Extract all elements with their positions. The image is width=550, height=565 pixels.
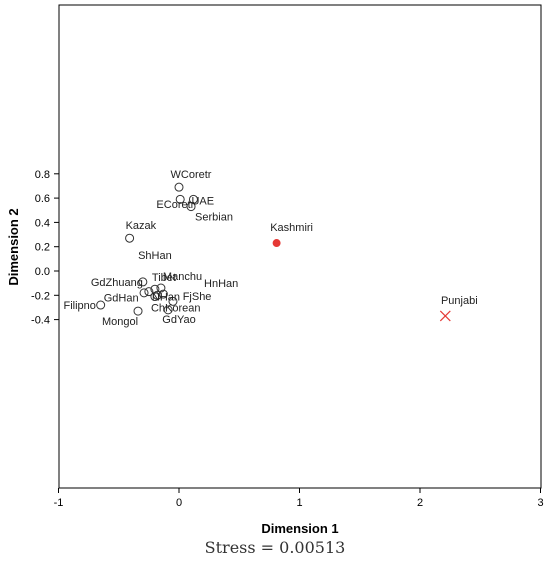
- point-label: FjShe: [183, 291, 212, 303]
- data-point: [96, 300, 106, 310]
- point-label: NHan: [152, 292, 180, 304]
- data-point: [152, 290, 162, 300]
- point-label: Kazak: [126, 220, 157, 232]
- stress-caption: Stress = 0.00513: [204, 538, 346, 557]
- y-tick-label: 0.6: [35, 193, 50, 205]
- data-point: [150, 284, 160, 294]
- y-tick-label: 0.2: [35, 242, 50, 254]
- point-label: ChKorean: [151, 302, 201, 314]
- y-tick-label: 0.4: [35, 217, 50, 229]
- y-tick-label: -0.2: [31, 290, 50, 302]
- point-label: Mongol: [102, 316, 138, 328]
- y-tick-label: 0.8: [35, 169, 50, 181]
- data-point-cross: [439, 310, 451, 322]
- point-label: ShHan: [138, 250, 172, 262]
- point-label: GdHan: [104, 292, 139, 304]
- point-label: Kashmiri: [270, 222, 313, 234]
- data-point: [133, 306, 143, 316]
- data-point: [125, 233, 135, 243]
- point-label: HnHan: [204, 278, 238, 290]
- x-tick-label: 0: [176, 497, 182, 509]
- data-point: [156, 283, 166, 293]
- point-label: Punjabi: [441, 295, 478, 307]
- point-label: Tibet: [152, 272, 176, 284]
- x-axis-title: Dimension 1: [261, 521, 338, 536]
- point-label: Manchu: [163, 271, 202, 283]
- data-point: [150, 292, 160, 302]
- x-tick-label: 1: [296, 497, 302, 509]
- points-layer: [96, 182, 451, 322]
- data-point: [158, 289, 168, 299]
- data-point: [174, 182, 184, 192]
- y-tick-label: 0.0: [35, 266, 50, 278]
- data-point: [139, 288, 149, 298]
- plot-frame: [58, 4, 542, 489]
- point-label: Filipno: [63, 300, 95, 312]
- x-tick-label: 2: [417, 497, 423, 509]
- data-point: [138, 277, 148, 287]
- point-label: UAE: [191, 195, 214, 207]
- data-point: [186, 202, 196, 212]
- data-point: [175, 194, 185, 204]
- point-label: Serbian: [195, 212, 233, 224]
- point-label: ECoretr: [156, 199, 194, 211]
- axes-layer: -1 0 1 2 3 0.8 0.6 0.4 0.2 0.0 -0.2 -0.4: [31, 4, 544, 509]
- point-label: GdYao: [162, 314, 195, 326]
- data-point: [168, 296, 178, 306]
- data-point: [144, 287, 154, 297]
- point-label: GdZhuang: [91, 277, 143, 289]
- point-label: WCoretr: [171, 169, 212, 181]
- y-tick-label: -0.4: [31, 315, 50, 327]
- data-point-highlight: [272, 239, 281, 248]
- x-tick-label: -1: [54, 497, 64, 509]
- data-point: [163, 305, 173, 315]
- y-axis-title: Dimension 2: [6, 208, 21, 285]
- x-tick-label: 3: [537, 497, 543, 509]
